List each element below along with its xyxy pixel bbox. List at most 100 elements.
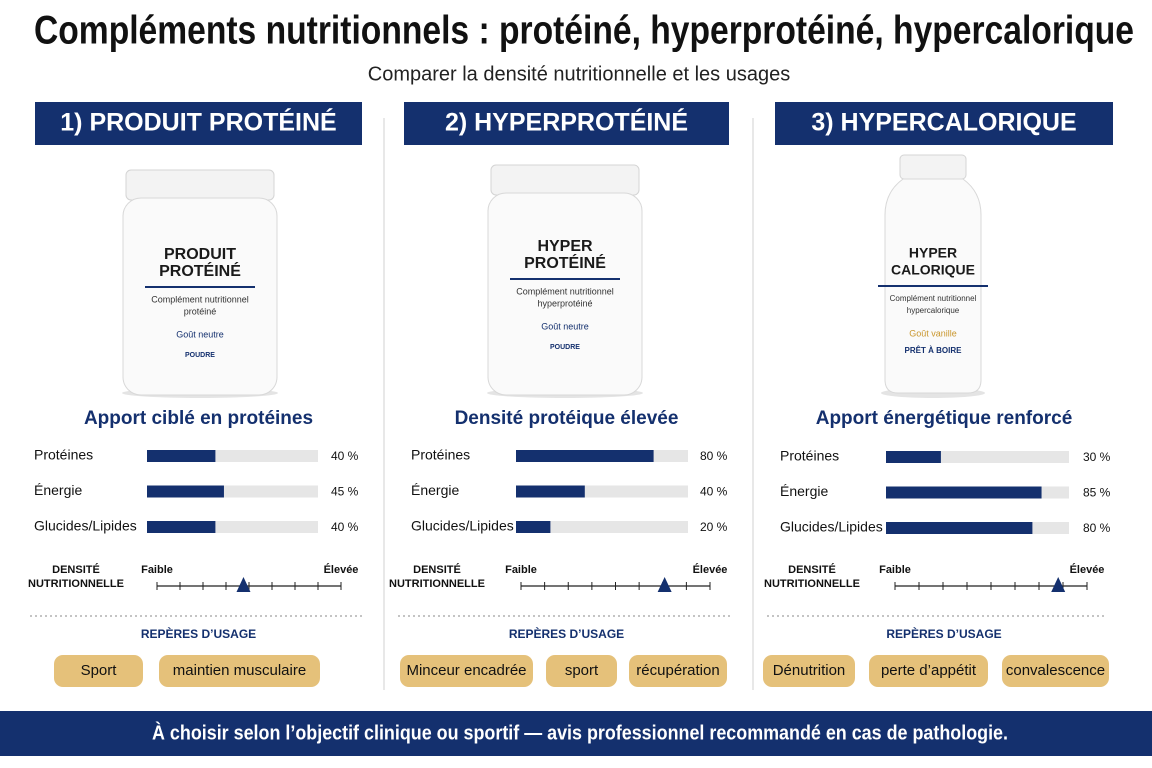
bar-label: Protéines bbox=[34, 447, 93, 463]
density-marker bbox=[1051, 577, 1066, 592]
jar-cap bbox=[490, 164, 640, 196]
density-label: DENSITÉ bbox=[788, 563, 836, 576]
usage-tag: sport bbox=[565, 662, 599, 679]
column-header bbox=[775, 102, 1113, 145]
bar bbox=[147, 450, 216, 462]
bottle-form: POUDRE bbox=[550, 344, 580, 351]
subtitle: Comparer la densité nutritionnelle et le… bbox=[368, 63, 790, 85]
bar-label: Protéines bbox=[780, 448, 839, 464]
usage-pill bbox=[54, 655, 143, 687]
subheading: Apport ciblé en protéines bbox=[84, 408, 313, 429]
bar bbox=[516, 521, 551, 533]
bar bbox=[147, 521, 216, 533]
usage-pill bbox=[629, 655, 727, 687]
bar bbox=[147, 485, 224, 498]
jar-body bbox=[122, 197, 278, 396]
bar-track bbox=[516, 521, 688, 533]
title: Compléments nutritionnels : protéiné, hy… bbox=[34, 9, 1134, 53]
bar bbox=[886, 522, 1033, 534]
bottle-form: PRÊT À BOIRE bbox=[905, 346, 963, 355]
usage-title: REPÈRES D’USAGE bbox=[509, 626, 624, 641]
bottle-name: CALORIQUE bbox=[891, 262, 975, 278]
bar-label: Protéines bbox=[411, 447, 470, 463]
bar-value: 40 % bbox=[331, 449, 359, 463]
bar bbox=[516, 485, 585, 498]
usage-pill bbox=[400, 655, 533, 687]
bar bbox=[516, 450, 654, 462]
footer-text: À choisir selon l’objectif clinique ou s… bbox=[152, 721, 1008, 744]
column-header bbox=[35, 102, 362, 145]
bar bbox=[886, 486, 1042, 499]
bottle-name: PROTÉINÉ bbox=[159, 261, 241, 280]
bar-label: Énergie bbox=[411, 482, 459, 498]
bar-value: 30 % bbox=[1083, 450, 1111, 464]
usage-tag: maintien musculaire bbox=[173, 662, 306, 679]
footer-band bbox=[0, 711, 1152, 756]
bottle-form: POUDRE bbox=[185, 352, 215, 359]
bar-value: 80 % bbox=[1083, 521, 1111, 535]
bottle-description: hypercalorique bbox=[907, 306, 960, 315]
density-high: Élevée bbox=[324, 563, 359, 576]
usage-tag: Sport bbox=[81, 662, 118, 679]
bottle-flavor: Goût neutre bbox=[176, 329, 224, 339]
bar-label: Glucides/Lipides bbox=[34, 518, 137, 534]
bottle-flavor: Goût neutre bbox=[541, 321, 589, 331]
bar bbox=[886, 451, 941, 463]
bottle-description: Complément nutritionnel bbox=[890, 294, 977, 303]
column-header bbox=[404, 102, 729, 145]
density-marker bbox=[236, 577, 251, 592]
bottle-description: Complément nutritionnel bbox=[516, 286, 614, 296]
usage-tag: récupération bbox=[636, 662, 719, 679]
bar-value: 20 % bbox=[700, 520, 728, 534]
usage-tag: convalescence bbox=[1006, 662, 1105, 679]
bottle-name: HYPER bbox=[909, 245, 957, 261]
bar-value: 40 % bbox=[700, 485, 728, 499]
bottle-cap bbox=[899, 154, 967, 180]
density-marker bbox=[657, 577, 672, 592]
usage-tag: perte d’appétit bbox=[881, 662, 977, 679]
usage-pill bbox=[1002, 655, 1109, 687]
bottle-description: hyperprotéiné bbox=[537, 298, 592, 308]
bar-value: 85 % bbox=[1083, 486, 1111, 500]
bottle-description: Complément nutritionnel bbox=[151, 294, 249, 304]
subheading: Densité protéique élevée bbox=[455, 408, 679, 429]
bottle-name: HYPER bbox=[537, 238, 593, 255]
usage-pill bbox=[159, 655, 320, 687]
jar-cap bbox=[125, 169, 275, 201]
density-label: NUTRITIONNELLE bbox=[764, 578, 860, 590]
bar-value: 80 % bbox=[700, 449, 728, 463]
bottle-description: protéiné bbox=[184, 306, 217, 316]
density-low: Faible bbox=[505, 564, 537, 576]
column-heading: 3) HYPERCALORIQUE bbox=[811, 109, 1076, 137]
usage-pill bbox=[546, 655, 617, 687]
usage-tag: Minceur encadrée bbox=[406, 662, 526, 679]
density-high: Élevée bbox=[1070, 563, 1105, 576]
bottle-name: PROTÉINÉ bbox=[524, 253, 606, 272]
bar-value: 45 % bbox=[331, 485, 359, 499]
column-heading: 1) PRODUIT PROTÉINÉ bbox=[60, 108, 336, 137]
density-label: NUTRITIONNELLE bbox=[28, 578, 124, 590]
bottle-flavor: Goût vanille bbox=[909, 328, 957, 338]
usage-pill bbox=[763, 655, 855, 687]
bar-label: Énergie bbox=[780, 483, 828, 499]
usage-pill bbox=[869, 655, 988, 687]
bar-value: 40 % bbox=[331, 520, 359, 534]
bar-label: Glucides/Lipides bbox=[411, 518, 514, 534]
density-low: Faible bbox=[141, 564, 173, 576]
usage-title: REPÈRES D’USAGE bbox=[886, 626, 1001, 641]
density-low: Faible bbox=[879, 564, 911, 576]
jar-body bbox=[487, 192, 643, 396]
usage-title: REPÈRES D’USAGE bbox=[141, 626, 256, 641]
subheading: Apport énergétique renforcé bbox=[816, 408, 1073, 429]
bar-label: Énergie bbox=[34, 482, 82, 498]
column-heading: 2) HYPERPROTÉINÉ bbox=[445, 108, 688, 137]
density-high: Élevée bbox=[693, 563, 728, 576]
usage-tag: Dénutrition bbox=[773, 662, 846, 679]
density-label: DENSITÉ bbox=[52, 563, 100, 576]
density-label: NUTRITIONNELLE bbox=[389, 578, 485, 590]
bottle-name: PRODUIT bbox=[164, 246, 236, 263]
bar-label: Glucides/Lipides bbox=[780, 519, 883, 535]
density-label: DENSITÉ bbox=[413, 563, 461, 576]
